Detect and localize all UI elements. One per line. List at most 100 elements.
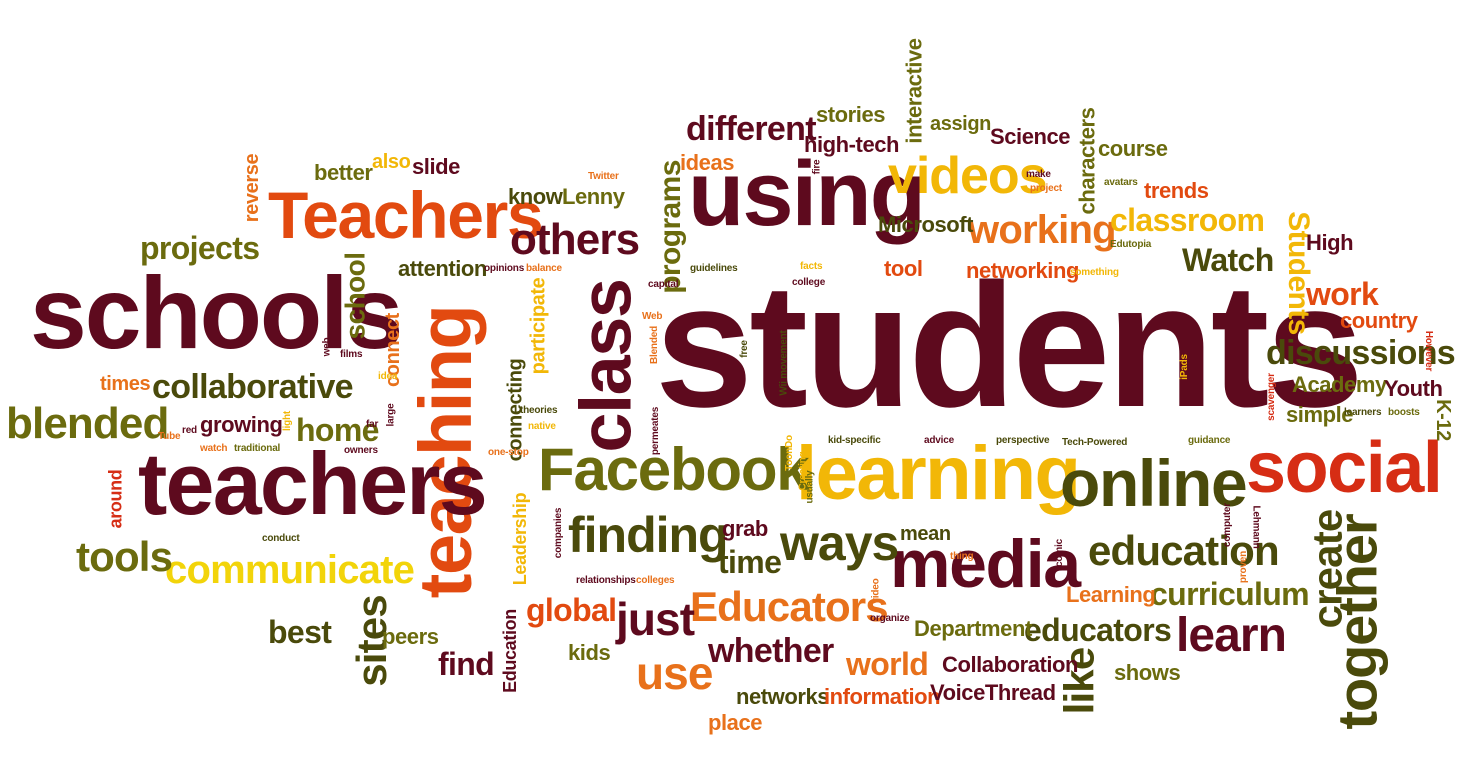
word-web-capital: Web — [642, 311, 663, 322]
word-grab: grab — [722, 516, 768, 541]
word-collaborative: collaborative — [152, 368, 354, 406]
word-around: around — [105, 469, 126, 529]
word-theories: theories — [520, 405, 558, 416]
word-owners: owners — [344, 445, 378, 456]
word-relationships: relationships — [576, 575, 636, 586]
word-watch-capital: Watch — [1182, 242, 1274, 278]
word-idea: idea — [378, 371, 398, 382]
word-high-tech: high-tech — [804, 132, 900, 157]
word-times: times — [100, 373, 151, 395]
word-lenny: Lenny — [562, 184, 625, 209]
word-finding: finding — [568, 507, 729, 563]
word-traditional: traditional — [234, 443, 281, 454]
word-avatars: avatars — [1104, 177, 1138, 188]
word-characters: characters — [1074, 107, 1100, 215]
word-discussions: discussions — [1266, 334, 1456, 372]
word-projects: projects — [140, 230, 260, 266]
word-high-capital: High — [1306, 230, 1354, 255]
word-learning-capital: Learning — [1066, 582, 1156, 607]
word-youth: Youth — [1384, 376, 1443, 401]
word-different: different — [686, 110, 817, 148]
word-just: just — [616, 593, 695, 645]
word-toondo: ToonDo — [783, 435, 795, 471]
word-education: education — [1088, 527, 1280, 574]
word-leadership: Leadership — [510, 492, 531, 586]
word-boosts: boosts — [1388, 407, 1420, 418]
word-blended: blended — [6, 399, 169, 448]
word-communicate: communicate — [165, 548, 415, 592]
word-classroom: classroom — [1110, 202, 1265, 238]
word-facts: facts — [800, 261, 823, 272]
word-home: home — [296, 412, 379, 448]
word-create: create — [1303, 509, 1351, 629]
word-ways: ways — [780, 515, 899, 571]
word-wii-movement: Wii movement — [778, 330, 790, 396]
word-twitter: Twitter — [588, 171, 619, 182]
word-educators-capital: Educators — [690, 583, 889, 630]
word-networks: networks — [736, 684, 830, 709]
word-companies: companies — [553, 507, 565, 559]
word-web: web — [321, 337, 333, 357]
word-microsoft: Microsoft — [878, 212, 974, 237]
word-tool: tool — [884, 256, 923, 281]
word-stories: stories — [816, 102, 886, 127]
word-programs: programs — [653, 160, 687, 294]
word-students: students — [655, 248, 1364, 444]
word-films: films — [340, 349, 363, 360]
word-tools: tools — [76, 533, 173, 580]
word-native: native — [528, 421, 556, 432]
word-curriculum: curriculum — [1150, 576, 1310, 612]
word-learners: learners — [1344, 407, 1382, 418]
word-guidance: guidance — [1188, 435, 1231, 446]
word-simple: simple — [1286, 402, 1354, 427]
word-tech-powered: Tech-Powered — [1062, 437, 1128, 448]
word-information: information — [824, 684, 941, 709]
word-free: free — [738, 340, 750, 358]
word-ipads: iPads — [1178, 354, 1190, 380]
word-something: something — [1070, 267, 1119, 278]
word-course: course — [1098, 136, 1168, 161]
word-global: global — [526, 592, 617, 628]
word-mean: mean — [900, 523, 951, 545]
word-schools: schools — [30, 256, 403, 370]
word-college: college — [792, 277, 826, 288]
word-k-12: K-12 — [1431, 399, 1454, 441]
word-collaboration: Collaboration — [942, 652, 1079, 677]
word-interactive: interactive — [901, 38, 927, 144]
word-place: place — [708, 710, 763, 735]
word-attention: attention — [398, 256, 487, 281]
word-usually: usually — [804, 470, 816, 504]
word-edutopia: Edutopia — [1110, 239, 1152, 250]
word-voicethread: VoiceThread — [930, 680, 1056, 705]
word-organize: organize — [870, 613, 910, 624]
word-light: light — [282, 410, 294, 432]
word-school: school — [339, 252, 371, 340]
word-education-capital: Education — [499, 609, 520, 693]
word-department: Department — [914, 616, 1032, 641]
word-class: class — [566, 279, 647, 453]
word-working: working — [968, 208, 1117, 252]
word-large: large — [385, 403, 397, 427]
word-better: better — [314, 160, 373, 185]
word-ideas: ideas — [680, 150, 735, 175]
word-capital: capital — [648, 279, 679, 290]
word-learning: learning — [796, 431, 1081, 516]
word-shows: shows — [1114, 660, 1181, 685]
word-guidelines: guidelines — [690, 263, 738, 274]
word-use: use — [636, 647, 713, 699]
word-media: media — [890, 526, 1081, 602]
word-find: find — [438, 646, 495, 682]
word-blended-capital: Blended — [649, 325, 661, 365]
word-scavenger: scavenger — [1265, 373, 1277, 421]
word-learn: learn — [1176, 609, 1287, 662]
word-peers: peers — [382, 624, 439, 649]
word-also: also — [372, 151, 411, 173]
word-networking: networking — [966, 258, 1079, 283]
word-opinions: opinions — [484, 263, 525, 274]
word-participate: participate — [527, 277, 550, 375]
word-red: red — [182, 425, 197, 436]
word-trends: trends — [1144, 178, 1209, 203]
word-teachers: teachers — [138, 434, 488, 533]
word-using: using — [688, 143, 926, 245]
